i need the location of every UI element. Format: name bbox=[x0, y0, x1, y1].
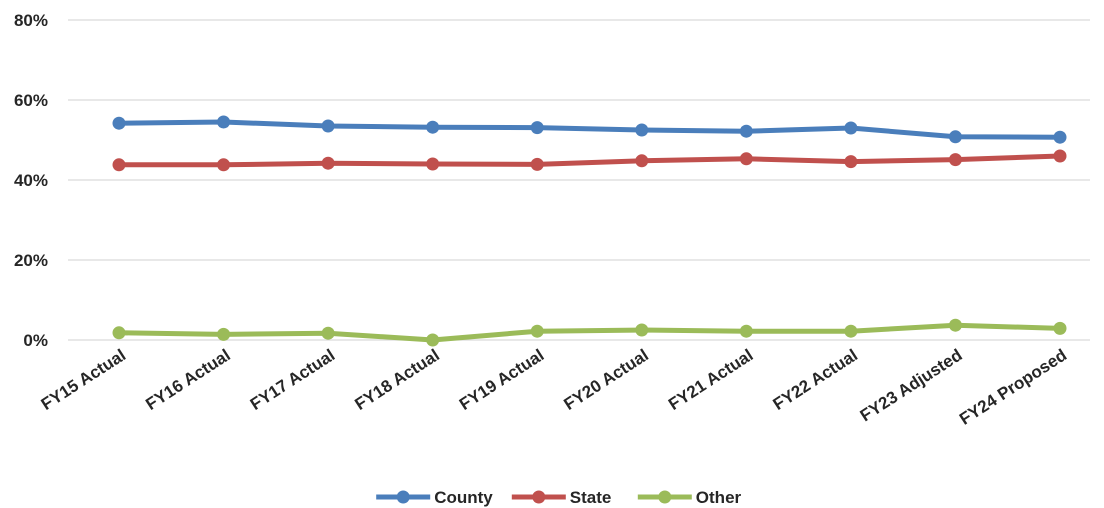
series-line-county bbox=[116, 119, 1063, 140]
x-tick-label: FY23 Adjusted bbox=[857, 345, 966, 425]
x-axis-tick-labels: FY15 Actual FY16 Actual FY17 Actual FY18 Ac… bbox=[38, 345, 1070, 428]
data-point-state bbox=[739, 152, 753, 166]
data-point-state bbox=[530, 157, 544, 171]
data-point-other bbox=[948, 318, 962, 332]
legend: County State Other bbox=[376, 488, 742, 507]
legend-swatch-marker bbox=[532, 490, 546, 504]
x-tick-label: FY21 Actual bbox=[665, 345, 756, 414]
data-point-county bbox=[844, 121, 858, 135]
legend-swatch-marker bbox=[396, 490, 410, 504]
series-state bbox=[112, 149, 1067, 172]
data-point-county bbox=[530, 121, 544, 135]
x-tick-label: FY22 Actual bbox=[770, 345, 861, 414]
gridlines bbox=[68, 19, 1090, 341]
y-tick-label: 40% bbox=[14, 171, 48, 190]
data-point-state bbox=[217, 158, 231, 172]
data-point-state bbox=[321, 156, 335, 170]
legend-label: State bbox=[570, 488, 612, 507]
data-point-other bbox=[112, 326, 126, 340]
series-line-other bbox=[116, 322, 1063, 343]
y-tick-label: 60% bbox=[14, 91, 48, 110]
y-tick-label: 0% bbox=[23, 331, 48, 350]
data-point-state bbox=[635, 154, 649, 168]
legend-item-county: County bbox=[376, 488, 493, 507]
data-point-county bbox=[948, 130, 962, 144]
data-point-county bbox=[426, 120, 440, 134]
legend-swatch-marker bbox=[658, 490, 672, 504]
data-point-state bbox=[948, 153, 962, 167]
x-tick-label: FY18 Actual bbox=[351, 345, 442, 414]
data-point-county bbox=[321, 119, 335, 133]
data-point-county bbox=[1053, 130, 1067, 144]
series-line-state bbox=[116, 153, 1063, 168]
y-tick-label: 20% bbox=[14, 251, 48, 270]
data-point-other bbox=[530, 324, 544, 338]
data-point-other bbox=[844, 324, 858, 338]
data-point-state bbox=[426, 157, 440, 171]
x-tick-label: FY19 Actual bbox=[456, 345, 547, 414]
legend-item-state: State bbox=[511, 488, 612, 507]
y-tick-label: 80% bbox=[14, 11, 48, 30]
data-point-county bbox=[112, 116, 126, 130]
data-point-other bbox=[635, 323, 649, 337]
data-point-other bbox=[739, 324, 753, 338]
legend-item-other: Other bbox=[637, 488, 742, 507]
data-point-county bbox=[739, 124, 753, 138]
data-point-state bbox=[1053, 149, 1067, 163]
x-tick-label: FY24 Proposed bbox=[956, 345, 1070, 428]
data-point-state bbox=[844, 155, 858, 169]
data-point-other bbox=[1053, 321, 1067, 335]
x-tick-label: FY16 Actual bbox=[142, 345, 233, 414]
legend-label: County bbox=[434, 488, 493, 507]
series-lines bbox=[112, 115, 1067, 347]
data-point-county bbox=[217, 115, 231, 129]
data-point-state bbox=[112, 158, 126, 172]
x-tick-label: FY15 Actual bbox=[38, 345, 129, 414]
x-tick-label: FY17 Actual bbox=[247, 345, 338, 414]
data-point-other bbox=[217, 327, 231, 341]
legend-label: Other bbox=[696, 488, 742, 507]
series-county bbox=[112, 115, 1067, 144]
y-axis-tick-labels: 0% 20% 40% 60% 80% bbox=[14, 11, 48, 350]
data-point-other bbox=[426, 333, 440, 347]
data-point-other bbox=[321, 326, 335, 340]
x-tick-label: FY20 Actual bbox=[561, 345, 652, 414]
series-other bbox=[112, 318, 1067, 347]
data-point-county bbox=[635, 123, 649, 137]
